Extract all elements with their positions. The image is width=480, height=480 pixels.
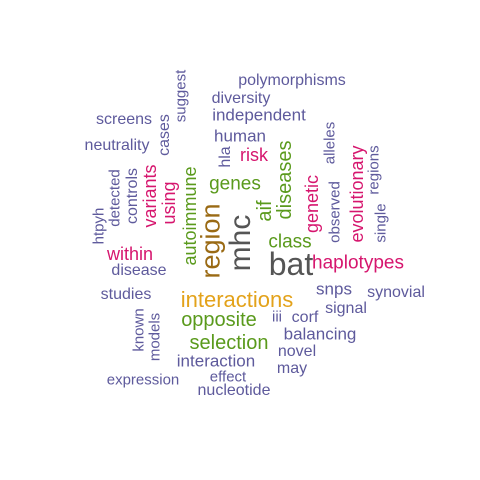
word-genes: genes	[209, 173, 261, 195]
word-controls: controls	[124, 167, 141, 225]
word-known: known	[130, 308, 148, 352]
word-opposite: opposite	[181, 309, 257, 331]
word-cases: cases	[156, 114, 173, 156]
word-disease: disease	[111, 262, 167, 279]
word-snps: snps	[316, 279, 352, 299]
word-variants: variants	[140, 164, 160, 228]
word-diversity: diversity	[211, 90, 271, 107]
word-haplotypes: haplotypes	[312, 252, 404, 274]
word-independent: independent	[212, 105, 306, 125]
word-polymorphisms: polymorphisms	[238, 72, 346, 89]
word-synovial: synovial	[367, 284, 425, 301]
word-iii: iii	[272, 308, 282, 326]
word-observed: observed	[326, 181, 344, 243]
word-regions: regions	[365, 145, 383, 195]
word-htpyh: htpyh	[90, 207, 108, 245]
word-evolutionary: evolutionary	[347, 145, 367, 243]
word-bat: bat	[268, 246, 314, 282]
word-aif: aif	[254, 200, 276, 222]
word-studies: studies	[100, 286, 152, 303]
word-models: models	[146, 312, 164, 362]
word-interaction: interaction	[176, 351, 256, 371]
word-autoimmune: autoimmune	[180, 166, 200, 266]
word-hla: hla	[217, 146, 234, 168]
word-human: human	[214, 126, 266, 146]
word-alleles: alleles	[321, 121, 339, 165]
word-signal: signal	[325, 300, 367, 317]
word-genetic: genetic	[302, 174, 322, 234]
word-detected: detected	[106, 169, 124, 227]
word-within: within	[106, 244, 154, 264]
word-single: single	[372, 203, 390, 243]
word-nucleotide: nucleotide	[197, 382, 271, 399]
word-risk: risk	[240, 145, 268, 165]
word-suggest: suggest	[172, 69, 190, 123]
word-mhc: mhc	[224, 214, 257, 272]
word-corf: corf	[291, 309, 319, 326]
word-balancing: balancing	[283, 324, 357, 344]
word-region: region	[195, 203, 226, 279]
word-selection: selection	[189, 332, 269, 354]
word-may: may	[276, 360, 308, 377]
word-class: class	[268, 231, 312, 253]
word-neutrality: neutrality	[84, 137, 150, 154]
word-novel: novel	[277, 343, 317, 360]
word-interactions: interactions	[180, 287, 294, 312]
word-using: using	[159, 181, 179, 225]
word-effect: effect	[209, 368, 247, 386]
word-diseases: diseases	[274, 140, 296, 220]
word-expression: expression	[106, 371, 180, 389]
word-screens: screens	[95, 111, 153, 128]
